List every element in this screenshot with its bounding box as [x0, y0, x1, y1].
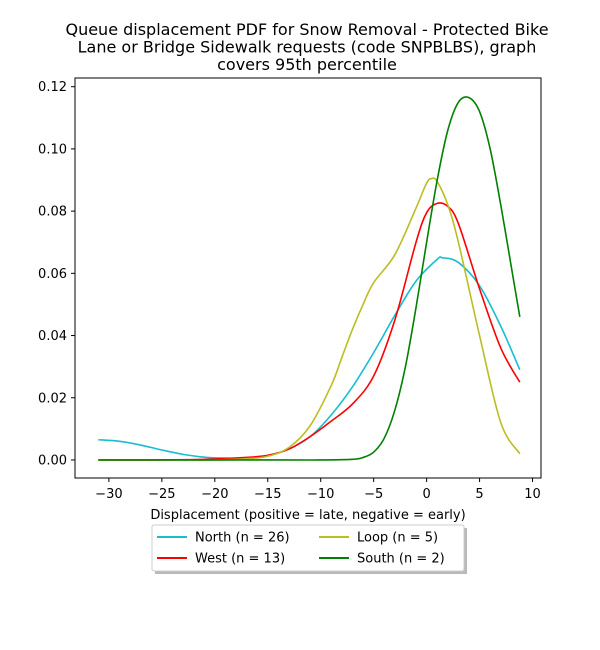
chart-title-line: Queue displacement PDF for Snow Removal … [65, 20, 548, 39]
series-line-north [98, 256, 521, 459]
legend-box [151, 524, 465, 572]
y-tick-label: 0.12 [38, 80, 67, 95]
x-tick-label: −10 [307, 487, 334, 502]
y-tick-label: 0.08 [38, 205, 67, 220]
x-tick-label: −15 [254, 487, 281, 502]
series-lines [98, 96, 521, 461]
y-axis: 0.00 0.02 0.04 0.06 0.08 0.10 0.12 [38, 80, 75, 468]
legend: North (n = 26) West (n = 13) Loop (n = 5) S… [151, 524, 467, 574]
chart-title-line: covers 95th percentile [217, 55, 397, 74]
x-tick-label: 5 [475, 487, 483, 502]
x-tick-label: −5 [364, 487, 383, 502]
series-line-south [98, 96, 521, 461]
y-tick-label: 0.04 [38, 329, 67, 344]
chart-title-line: Lane or Bridge Sidewalk requests (code S… [78, 38, 537, 57]
x-tick-label: 10 [524, 487, 541, 502]
y-tick-label: 0.10 [38, 142, 67, 157]
series-line-loop [98, 177, 521, 461]
chart-title: Queue displacement PDF for Snow Removal … [65, 20, 548, 74]
legend-label: South (n = 2) [357, 552, 445, 567]
legend-label: West (n = 13) [195, 552, 285, 567]
x-axis-label: Displacement (positive = late, negative … [150, 508, 465, 523]
x-tick-label: −25 [148, 487, 175, 502]
x-axis: −30 −25 −20 −15 −10 −5 0 5 10 [95, 478, 541, 502]
y-tick-label: 0.06 [38, 267, 67, 282]
y-tick-label: 0.00 [38, 453, 67, 468]
legend-label: Loop (n = 5) [357, 531, 438, 546]
series-line-west [98, 202, 521, 461]
plot-area-frame [74, 77, 542, 479]
x-tick-label: −20 [201, 487, 228, 502]
x-tick-label: −30 [95, 487, 122, 502]
x-tick-label: 0 [422, 487, 430, 502]
y-tick-label: 0.02 [38, 391, 67, 406]
legend-label: North (n = 26) [195, 531, 290, 546]
